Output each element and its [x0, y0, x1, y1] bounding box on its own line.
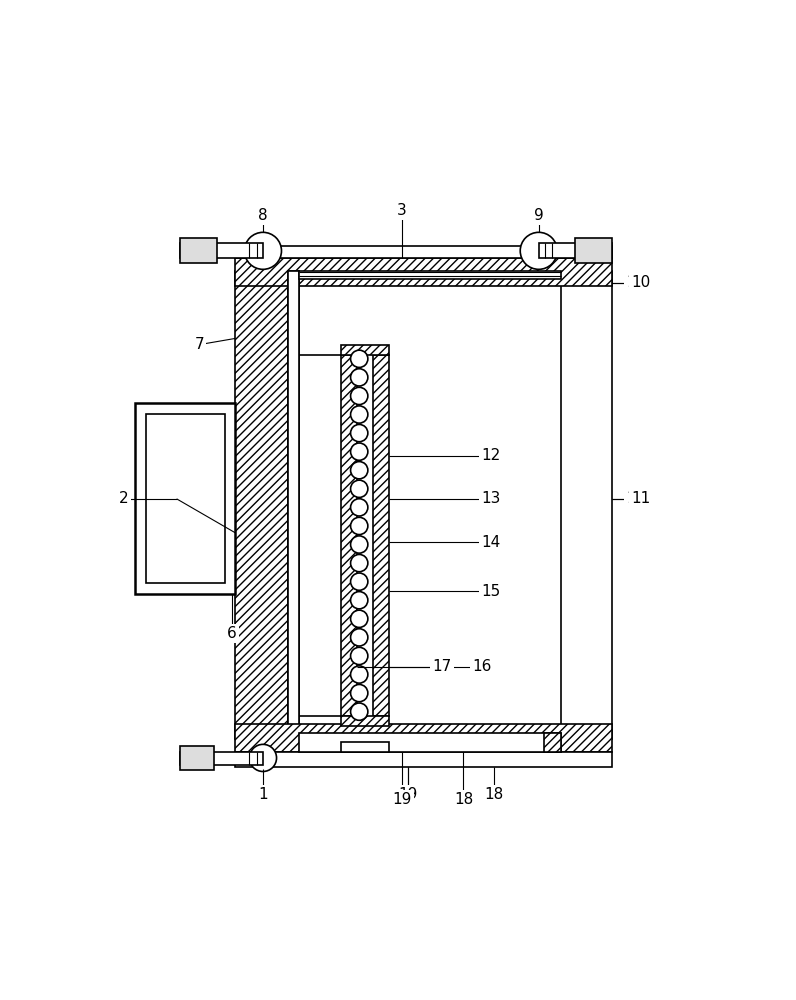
- Circle shape: [350, 666, 368, 683]
- Text: 10: 10: [626, 275, 646, 290]
- Bar: [180, 238, 217, 263]
- Text: 18: 18: [485, 787, 504, 802]
- Circle shape: [350, 480, 368, 497]
- Circle shape: [350, 573, 368, 590]
- Text: 12: 12: [482, 448, 501, 463]
- Bar: [236, 271, 287, 739]
- Circle shape: [350, 629, 368, 646]
- Bar: [180, 752, 263, 765]
- Bar: [539, 243, 611, 258]
- Circle shape: [350, 462, 368, 479]
- Text: 3: 3: [403, 787, 413, 802]
- Text: 6: 6: [228, 626, 237, 641]
- Circle shape: [350, 369, 368, 386]
- Text: 16: 16: [472, 659, 492, 674]
- Circle shape: [350, 610, 368, 627]
- Text: 19: 19: [398, 787, 418, 802]
- Text: 17: 17: [432, 659, 451, 674]
- Bar: [341, 742, 389, 752]
- Bar: [236, 724, 611, 752]
- Text: 10: 10: [631, 275, 651, 290]
- Text: 1: 1: [258, 787, 267, 802]
- Circle shape: [350, 703, 368, 720]
- Circle shape: [249, 744, 276, 772]
- Text: 15: 15: [482, 584, 501, 599]
- Circle shape: [350, 443, 368, 460]
- Circle shape: [350, 350, 368, 367]
- Bar: [146, 414, 224, 583]
- Bar: [287, 271, 298, 739]
- Text: 7: 7: [195, 337, 205, 352]
- Bar: [298, 271, 561, 279]
- Circle shape: [350, 406, 368, 423]
- Bar: [287, 271, 298, 739]
- Circle shape: [521, 232, 557, 269]
- Bar: [373, 355, 389, 716]
- Bar: [341, 355, 357, 716]
- Bar: [236, 752, 611, 767]
- Bar: [236, 271, 611, 739]
- Circle shape: [244, 232, 282, 269]
- Bar: [180, 746, 213, 770]
- Bar: [544, 733, 561, 752]
- Text: 11: 11: [626, 491, 646, 506]
- Bar: [236, 258, 611, 286]
- Bar: [575, 238, 611, 263]
- Circle shape: [350, 424, 368, 442]
- Text: 3: 3: [397, 203, 407, 218]
- Circle shape: [350, 499, 368, 516]
- Circle shape: [350, 647, 368, 665]
- Bar: [135, 403, 236, 594]
- Text: 9: 9: [534, 208, 544, 223]
- Bar: [180, 243, 263, 258]
- Bar: [561, 271, 611, 739]
- Text: 18: 18: [454, 792, 473, 807]
- Circle shape: [350, 387, 368, 405]
- Text: 8: 8: [258, 208, 267, 223]
- Text: 13: 13: [482, 491, 501, 506]
- Text: 19: 19: [392, 792, 412, 807]
- Text: 14: 14: [482, 535, 501, 550]
- Text: 2: 2: [119, 491, 129, 506]
- Circle shape: [350, 592, 368, 609]
- Circle shape: [350, 517, 368, 535]
- Text: 2: 2: [119, 491, 129, 506]
- Text: 11: 11: [631, 491, 651, 506]
- Bar: [236, 246, 611, 258]
- Circle shape: [350, 684, 368, 702]
- Circle shape: [350, 536, 368, 553]
- Bar: [298, 733, 561, 752]
- Bar: [341, 345, 389, 355]
- Circle shape: [350, 554, 368, 572]
- Bar: [341, 716, 389, 726]
